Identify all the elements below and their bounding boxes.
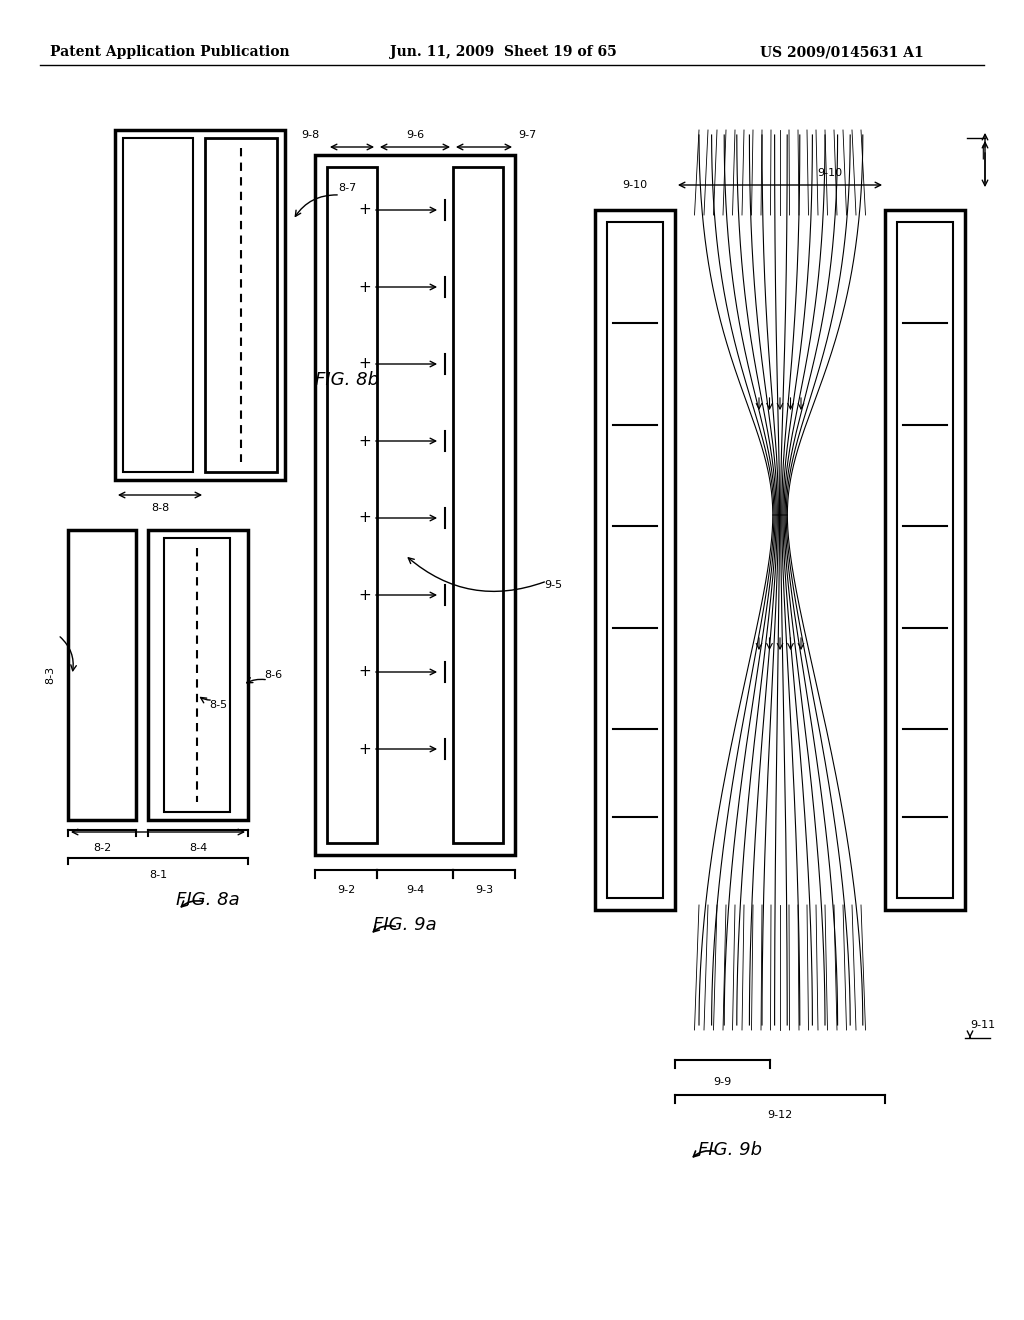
Bar — [607, 222, 663, 898]
Text: 9-10: 9-10 — [623, 180, 647, 190]
Bar — [453, 168, 503, 843]
Text: FIG. 8a: FIG. 8a — [176, 891, 240, 909]
Bar — [68, 531, 136, 820]
Text: 8-5: 8-5 — [209, 700, 227, 710]
Text: +: + — [358, 202, 372, 218]
Text: US 2009/0145631 A1: US 2009/0145631 A1 — [760, 45, 924, 59]
Text: +: + — [358, 511, 372, 525]
Bar — [123, 139, 193, 473]
Text: Jun. 11, 2009  Sheet 19 of 65: Jun. 11, 2009 Sheet 19 of 65 — [390, 45, 616, 59]
Text: 8-4: 8-4 — [188, 843, 207, 853]
Text: 9-8: 9-8 — [301, 129, 319, 140]
Bar — [315, 154, 515, 855]
Text: 9-4: 9-4 — [406, 884, 424, 895]
Text: FIG. 9b: FIG. 9b — [698, 1140, 762, 1159]
Text: 9-3: 9-3 — [475, 884, 494, 895]
Text: +: + — [358, 587, 372, 602]
Text: 9-2: 9-2 — [337, 884, 355, 895]
Text: +: + — [358, 280, 372, 294]
Bar — [148, 531, 248, 820]
Text: 9-7: 9-7 — [518, 129, 537, 140]
Text: 9-11: 9-11 — [971, 1020, 995, 1030]
Text: +: + — [358, 433, 372, 449]
Text: 8-8: 8-8 — [151, 503, 169, 513]
Text: +: + — [358, 742, 372, 756]
Text: 8-3: 8-3 — [45, 665, 55, 684]
Text: 9-5: 9-5 — [544, 579, 562, 590]
Bar — [897, 222, 953, 898]
Text: FIG. 9a: FIG. 9a — [373, 916, 437, 935]
Text: 8-6: 8-6 — [264, 671, 282, 680]
Text: +: + — [358, 356, 372, 371]
Text: 8-2: 8-2 — [93, 843, 112, 853]
Text: 8-1: 8-1 — [148, 870, 167, 880]
Text: 8-7: 8-7 — [338, 183, 356, 193]
Bar — [885, 210, 965, 909]
Bar — [164, 539, 230, 812]
Text: 9-9: 9-9 — [713, 1077, 731, 1086]
Bar — [327, 168, 377, 843]
Text: 9-12: 9-12 — [767, 1110, 793, 1119]
Bar — [205, 139, 278, 473]
Bar — [115, 129, 285, 480]
Text: 9-6: 9-6 — [406, 129, 424, 140]
Text: FIG. 8b: FIG. 8b — [315, 371, 379, 389]
Bar — [595, 210, 675, 909]
Text: Patent Application Publication: Patent Application Publication — [50, 45, 290, 59]
Text: 9-10: 9-10 — [817, 168, 843, 178]
Text: |: | — [981, 145, 985, 160]
Text: +: + — [358, 664, 372, 680]
